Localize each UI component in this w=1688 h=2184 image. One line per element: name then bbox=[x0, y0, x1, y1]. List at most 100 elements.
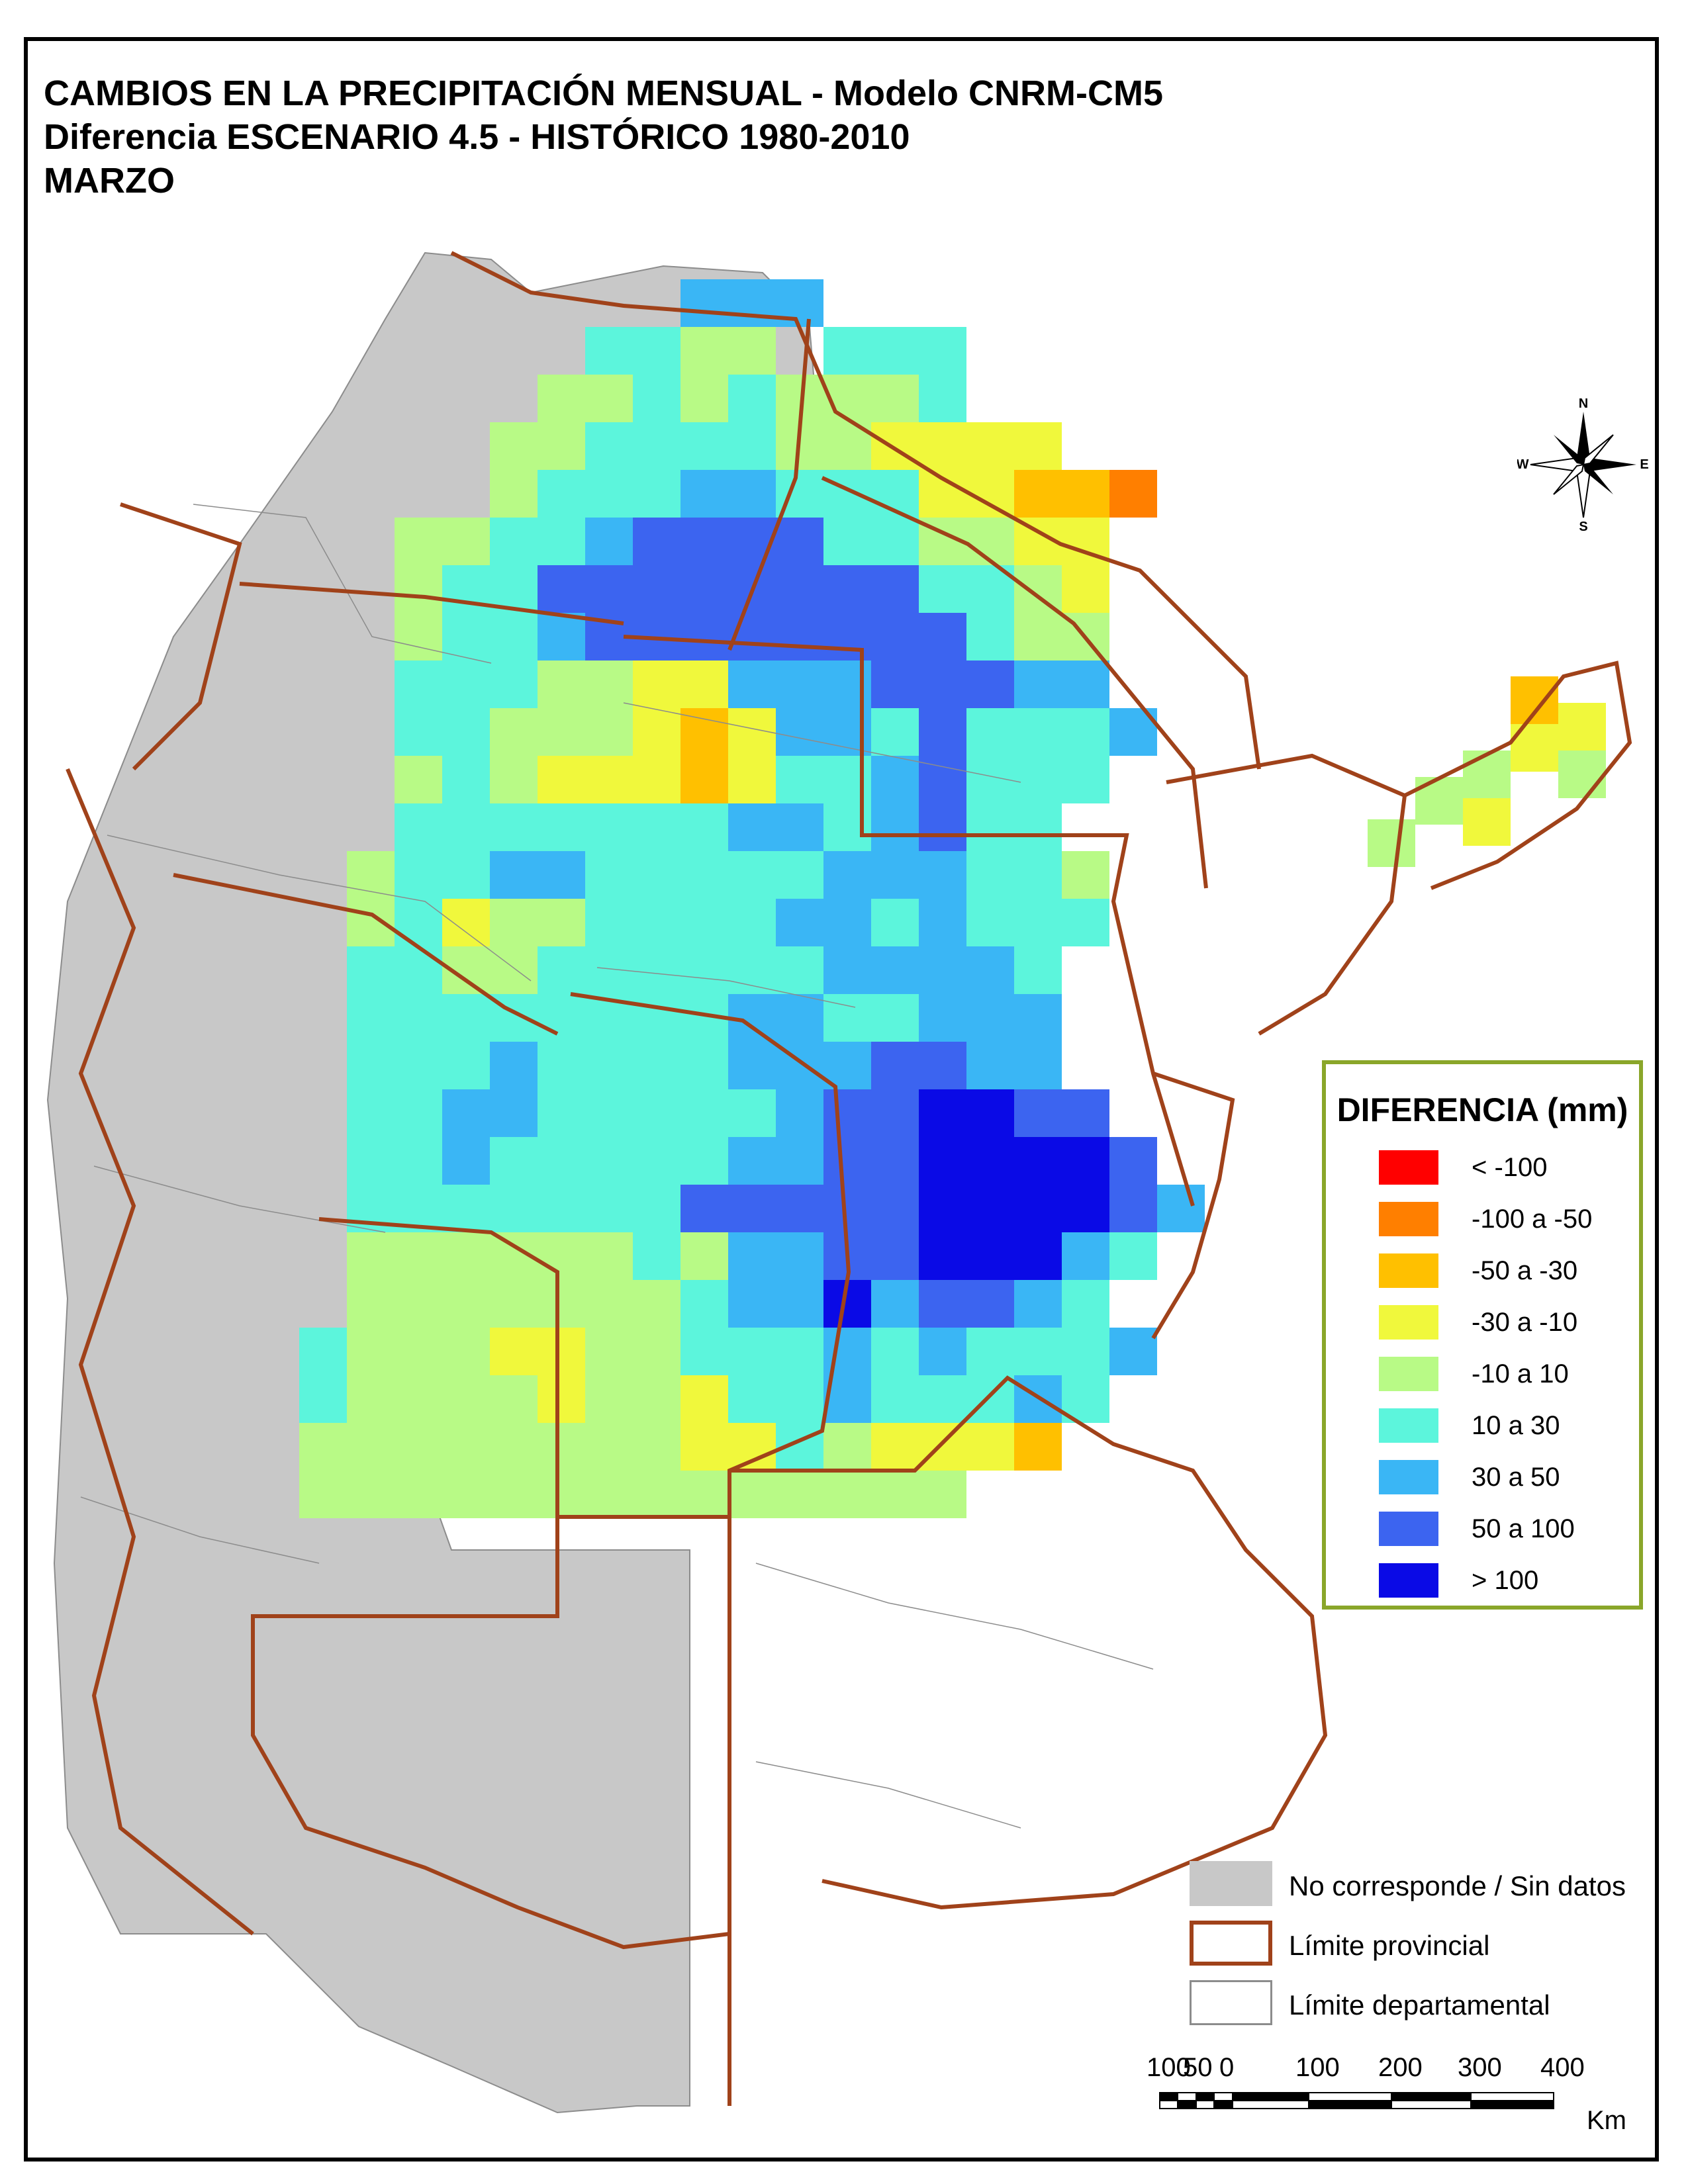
grid-cell bbox=[966, 708, 1014, 756]
grid-cell bbox=[538, 1328, 585, 1375]
grid-cell bbox=[728, 1137, 776, 1185]
no-data-swatch bbox=[1190, 1861, 1272, 1906]
grid-cell bbox=[823, 946, 871, 994]
grid-cell bbox=[538, 1185, 585, 1232]
scale-segment bbox=[1159, 2100, 1178, 2109]
grid-cell bbox=[1062, 1328, 1109, 1375]
grid-cell bbox=[633, 1280, 680, 1328]
grid-cell bbox=[442, 1232, 490, 1280]
grid-cell bbox=[871, 1042, 919, 1089]
grid-cell bbox=[490, 660, 538, 708]
scale-segment bbox=[1159, 2092, 1178, 2101]
grid-cell bbox=[1014, 470, 1062, 518]
grid-cell bbox=[442, 1137, 490, 1185]
grid-cell bbox=[871, 1137, 919, 1185]
grid-cell bbox=[1014, 946, 1062, 994]
scale-segment bbox=[1391, 2092, 1472, 2101]
grid-cell bbox=[680, 422, 728, 470]
grid-cell bbox=[1062, 1280, 1109, 1328]
map-title-line2: Diferencia ESCENARIO 4.5 - HISTÓRICO 198… bbox=[44, 117, 910, 157]
grid-cell bbox=[776, 1089, 823, 1137]
grid-cell bbox=[728, 327, 776, 375]
map-frame: CAMBIOS EN LA PRECIPITACIÓN MENSUAL - Mo… bbox=[24, 37, 1659, 2161]
scale-segment bbox=[1196, 2100, 1215, 2109]
grid-cell bbox=[633, 1471, 680, 1518]
grid-cell bbox=[823, 994, 871, 1042]
grid-cell bbox=[919, 327, 966, 375]
grid-cell bbox=[538, 613, 585, 660]
grid-cell bbox=[966, 518, 1014, 565]
grid-cell bbox=[680, 1232, 728, 1280]
legend-label: > 100 bbox=[1472, 1566, 1539, 1595]
legend-label: 10 a 30 bbox=[1472, 1411, 1560, 1440]
grid-cell bbox=[538, 803, 585, 851]
grid-cell bbox=[680, 375, 728, 422]
grid-cell bbox=[1157, 1185, 1205, 1232]
grid-cell bbox=[395, 518, 442, 565]
grid-cell bbox=[966, 899, 1014, 946]
grid-cell bbox=[728, 422, 776, 470]
provincial-boundaries bbox=[66, 251, 1632, 2106]
grid-cell bbox=[538, 946, 585, 994]
grid-cell bbox=[728, 1471, 776, 1518]
grid-cell bbox=[823, 1185, 871, 1232]
grid-cell bbox=[1463, 798, 1511, 846]
grid-cell bbox=[1062, 756, 1109, 803]
legend-swatch bbox=[1379, 1512, 1438, 1546]
grid-cell bbox=[1109, 470, 1157, 518]
grid-cell bbox=[1014, 1280, 1062, 1328]
grid-cell bbox=[680, 279, 728, 327]
grid-cell bbox=[1062, 708, 1109, 756]
grid-cell bbox=[919, 422, 966, 470]
grid-cell bbox=[871, 1423, 919, 1471]
grid-cell bbox=[633, 708, 680, 756]
grid-cell bbox=[538, 660, 585, 708]
grid-cell bbox=[728, 1042, 776, 1089]
scale-segment bbox=[1470, 2092, 1554, 2101]
grid-cell bbox=[919, 375, 966, 422]
grid-cell bbox=[680, 613, 728, 660]
grid-cell bbox=[538, 422, 585, 470]
grid-cell bbox=[966, 1232, 1014, 1280]
grid-cell bbox=[395, 1375, 442, 1423]
grid-cell bbox=[585, 899, 633, 946]
scale-tick-label: 100 bbox=[1295, 2053, 1340, 2082]
grid-cell bbox=[585, 470, 633, 518]
grid-cell bbox=[680, 756, 728, 803]
grid-cell bbox=[585, 1471, 633, 1518]
grid-cell bbox=[395, 708, 442, 756]
grid-cell bbox=[1062, 1185, 1109, 1232]
grid-cell bbox=[871, 660, 919, 708]
grid-cell bbox=[395, 899, 442, 946]
grid-cell bbox=[919, 1471, 966, 1518]
grid-cell bbox=[633, 803, 680, 851]
grid-cell bbox=[395, 660, 442, 708]
grid-cell bbox=[871, 327, 919, 375]
legend-swatch bbox=[1379, 1408, 1438, 1443]
grid-cell bbox=[680, 1423, 728, 1471]
grid-cell bbox=[633, 327, 680, 375]
grid-cell bbox=[490, 756, 538, 803]
grid-cell bbox=[633, 1232, 680, 1280]
grid-cell bbox=[299, 1375, 347, 1423]
scale-segment bbox=[1391, 2100, 1472, 2109]
grid-cell bbox=[442, 1423, 490, 1471]
legend-label: -10 a 10 bbox=[1472, 1359, 1569, 1388]
grid-cell bbox=[585, 660, 633, 708]
grid-cell bbox=[442, 1089, 490, 1137]
grid-cell bbox=[538, 518, 585, 565]
grid-cell bbox=[585, 708, 633, 756]
grid-cell bbox=[538, 1423, 585, 1471]
grid-cell bbox=[633, 994, 680, 1042]
grid-cell bbox=[823, 613, 871, 660]
grid-cell bbox=[442, 851, 490, 899]
grid-cell bbox=[442, 803, 490, 851]
grid-cell bbox=[347, 1375, 395, 1423]
grid-cell bbox=[871, 375, 919, 422]
grid-cell bbox=[1062, 1137, 1109, 1185]
grid-cell bbox=[776, 1375, 823, 1423]
grid-cell bbox=[347, 1471, 395, 1518]
grid-cell bbox=[490, 422, 538, 470]
grid-cell bbox=[919, 994, 966, 1042]
grid-cell bbox=[728, 1423, 776, 1471]
